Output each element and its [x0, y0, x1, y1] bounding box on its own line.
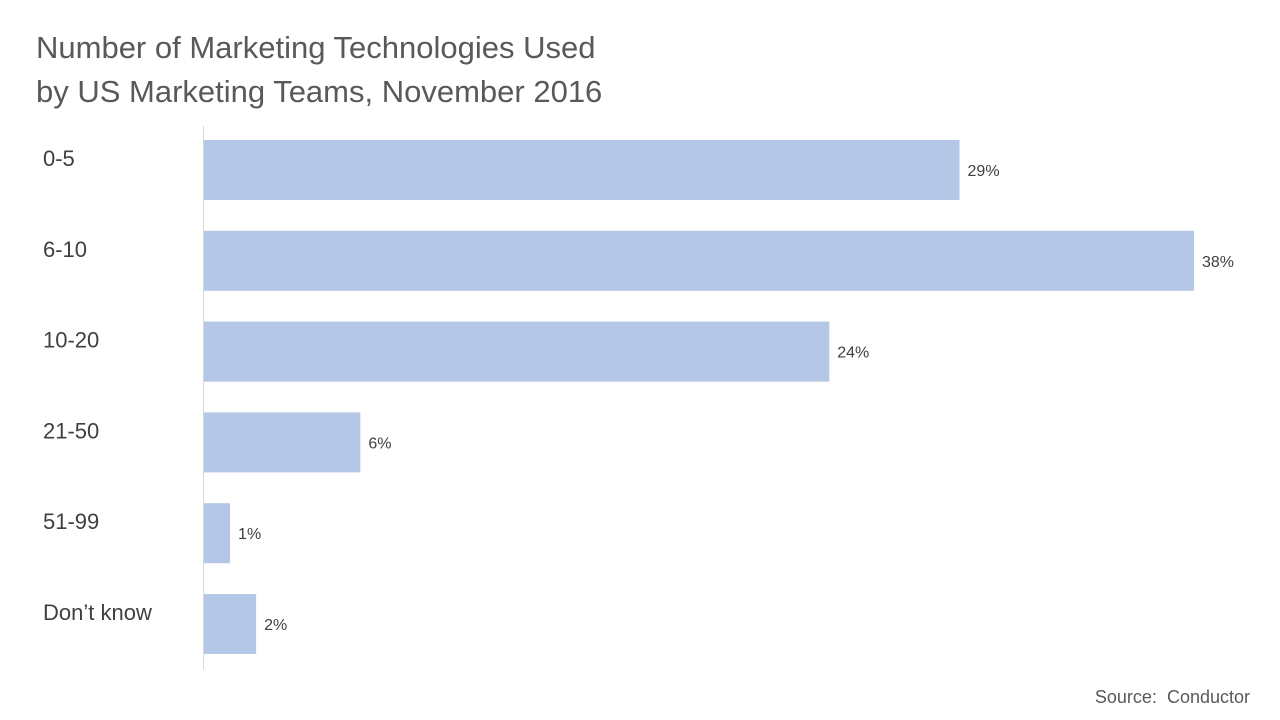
data-label-10-20: 24% — [837, 345, 869, 362]
data-labels-group: 29% 38% 24% 6% 1% 2% — [238, 163, 1234, 634]
data-label-0-5: 29% — [968, 163, 1000, 180]
bar-10-20 — [204, 321, 830, 382]
category-label-10-20: 10-20 — [43, 328, 99, 353]
bar-6-10 — [204, 230, 1194, 291]
source-note: Source: Conductor — [1094, 687, 1250, 707]
category-label-0-5: 0-5 — [43, 146, 75, 171]
category-label-6-10: 6-10 — [43, 237, 87, 262]
chart-title: Number of Marketing Technologies Used by… — [36, 26, 936, 114]
chart-title-line-1: Number of Marketing Technologies Used — [36, 30, 596, 65]
bar-don-t-know — [204, 594, 257, 654]
bar-0-5 — [204, 140, 960, 200]
bars-group — [204, 140, 1194, 654]
chart-title-line-2: by US Marketing Teams, November 2016 — [36, 74, 603, 109]
category-label-don-t-know: Don’t know — [43, 600, 152, 625]
bar-21-50 — [204, 412, 361, 473]
data-label-21-50: 6% — [368, 435, 391, 452]
category-label-51-99: 51-99 — [43, 509, 99, 534]
category-label-21-50: 21-50 — [43, 418, 99, 443]
category-labels-group: 0-5 6-10 10-20 21-50 51-99 Don’t know — [43, 146, 152, 625]
bar-51-99 — [204, 503, 231, 564]
data-label-51-99: 1% — [238, 526, 261, 543]
data-label-don-t-know: 2% — [264, 617, 287, 634]
data-label-6-10: 38% — [1202, 254, 1234, 271]
